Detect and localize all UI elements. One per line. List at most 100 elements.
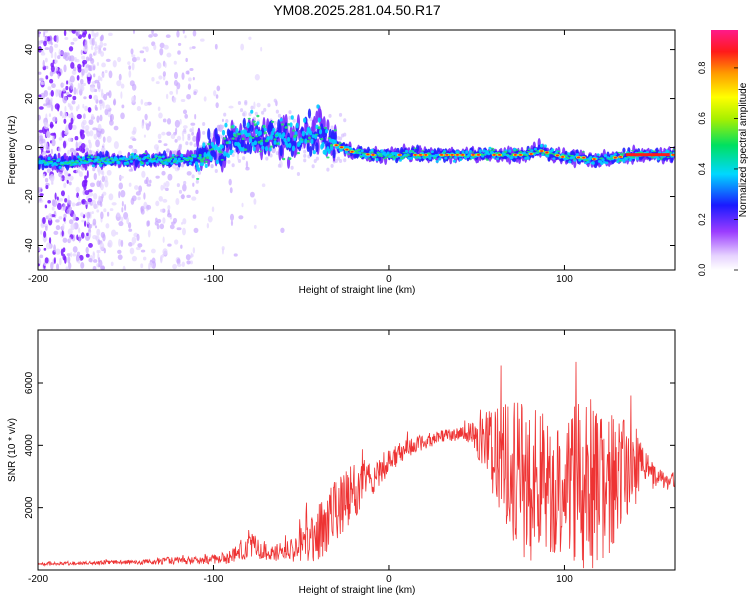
ridge-core bbox=[409, 156, 414, 160]
noise-speckle bbox=[113, 98, 117, 106]
noise-speckle bbox=[56, 202, 62, 211]
ridge-core bbox=[468, 149, 472, 154]
noise-speckle bbox=[156, 62, 162, 69]
noise-speckle bbox=[122, 265, 126, 270]
ridge-halo bbox=[303, 158, 307, 163]
noise-speckle bbox=[141, 122, 144, 129]
noise-speckle bbox=[124, 203, 127, 211]
colorbar-tick-label: 0.4 bbox=[697, 163, 707, 176]
noise-speckle bbox=[248, 36, 252, 40]
ridge-core bbox=[63, 161, 67, 164]
noise-speckle bbox=[211, 206, 215, 213]
noise-speckle bbox=[181, 221, 184, 225]
ridge-core bbox=[231, 137, 235, 140]
noise-speckle bbox=[100, 88, 104, 96]
noise-speckle bbox=[51, 139, 56, 147]
noise-speckle bbox=[62, 82, 65, 87]
ridge-core bbox=[530, 149, 534, 152]
noise-speckle bbox=[45, 242, 51, 250]
ridge-core bbox=[391, 151, 395, 156]
ridge-core bbox=[166, 160, 170, 162]
y-tick-label: 4000 bbox=[24, 434, 35, 457]
noise-speckle bbox=[99, 41, 104, 48]
noise-speckle bbox=[56, 196, 59, 201]
noise-speckle bbox=[66, 80, 69, 85]
snr-series-line bbox=[38, 361, 675, 569]
noise-speckle bbox=[120, 190, 126, 198]
noise-speckle bbox=[52, 116, 58, 122]
ridge-core bbox=[316, 104, 320, 109]
noise-speckle bbox=[70, 252, 73, 258]
ridge-core bbox=[226, 153, 230, 158]
noise-speckle bbox=[75, 141, 78, 149]
ridge-core bbox=[279, 144, 283, 157]
noise-speckle bbox=[169, 90, 174, 95]
noise-speckle bbox=[96, 62, 100, 66]
noise-speckle bbox=[86, 170, 89, 179]
ridge-halo bbox=[328, 113, 332, 118]
ridge-core bbox=[578, 158, 582, 162]
noise-speckle bbox=[68, 55, 72, 62]
ridge-peak bbox=[497, 153, 502, 156]
noise-speckle bbox=[88, 223, 93, 229]
y-tick-label: -40 bbox=[24, 238, 35, 253]
ridge-core bbox=[52, 159, 56, 161]
noise-speckle bbox=[129, 247, 135, 255]
noise-speckle bbox=[80, 262, 85, 269]
noise-speckle bbox=[92, 218, 97, 226]
noise-speckle bbox=[85, 64, 90, 68]
ridge-core bbox=[106, 158, 110, 162]
ridge-core bbox=[177, 157, 181, 161]
ridge-halo bbox=[338, 159, 343, 164]
ridge-core bbox=[396, 147, 400, 153]
ridge-core bbox=[286, 137, 291, 142]
noise-speckle bbox=[151, 30, 154, 35]
noise-speckle bbox=[140, 98, 144, 105]
ridge-core bbox=[404, 149, 409, 153]
noise-speckle bbox=[118, 191, 121, 199]
noise-speckle bbox=[65, 52, 70, 56]
ridge-core bbox=[372, 156, 377, 159]
noise-speckle bbox=[214, 43, 218, 50]
ridge-core bbox=[241, 147, 245, 152]
noise-speckle bbox=[68, 122, 73, 131]
noise-speckle bbox=[54, 59, 58, 64]
ridge-core bbox=[280, 123, 285, 126]
noise-speckle bbox=[99, 104, 102, 111]
ridge-core bbox=[230, 149, 234, 154]
ridge-core bbox=[43, 162, 47, 164]
noise-speckle bbox=[180, 98, 186, 103]
noise-speckle bbox=[64, 176, 70, 181]
ridge-core bbox=[252, 120, 256, 123]
ridge-core bbox=[101, 160, 105, 163]
noise-speckle bbox=[81, 68, 85, 76]
noise-speckle bbox=[67, 228, 73, 236]
noise-speckle bbox=[128, 65, 132, 70]
ridge-core bbox=[208, 148, 212, 151]
ridge-core bbox=[626, 156, 630, 159]
ridge-core bbox=[617, 151, 621, 154]
ridge-core bbox=[256, 114, 260, 118]
noise-speckle bbox=[67, 137, 73, 142]
ridge-core bbox=[118, 158, 122, 161]
noise-speckle bbox=[80, 212, 84, 217]
noise-speckle bbox=[62, 96, 68, 104]
ridge-core bbox=[310, 138, 314, 145]
ridge-core bbox=[207, 142, 211, 146]
ridge-halo bbox=[267, 103, 271, 108]
noise-speckle bbox=[145, 46, 149, 53]
noise-speckle bbox=[182, 125, 188, 129]
ridge-core bbox=[191, 154, 195, 157]
ridge-halo bbox=[277, 163, 282, 168]
ridge-core bbox=[275, 142, 280, 145]
noise-speckle bbox=[182, 109, 188, 115]
noise-speckle bbox=[50, 132, 56, 136]
ridge-core bbox=[135, 155, 140, 157]
noise-speckle bbox=[60, 50, 65, 55]
ridge-halo bbox=[197, 170, 202, 175]
noise-speckle bbox=[76, 234, 79, 241]
noise-speckle bbox=[169, 224, 175, 230]
ridge-core bbox=[388, 153, 393, 155]
noise-speckle bbox=[111, 202, 117, 206]
ridge-core bbox=[263, 131, 267, 135]
